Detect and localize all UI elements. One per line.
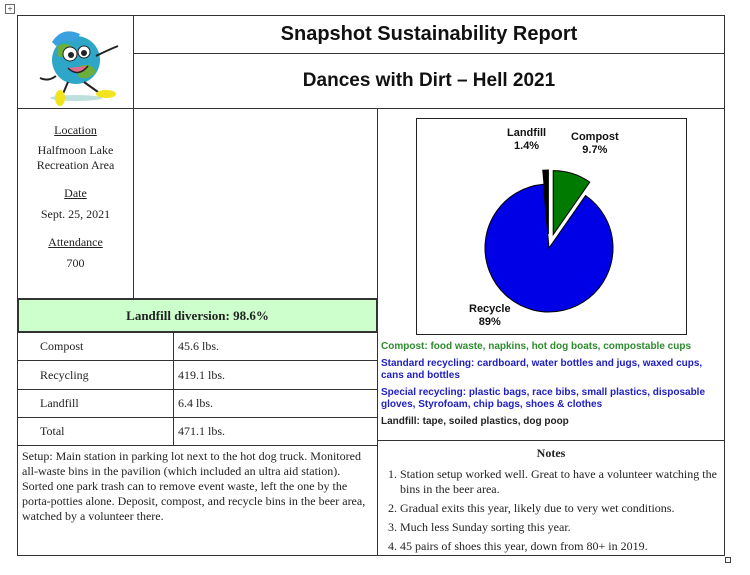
pie-svg	[484, 169, 614, 313]
notes-cell: Notes 1. Station setup worked well. Grea…	[377, 440, 725, 556]
weight-value: 45.6 lbs.	[173, 332, 378, 361]
event-title: Dances with Dirt – Hell 2021	[133, 53, 725, 109]
weight-stream: Compost	[17, 332, 174, 361]
weight-value: 6.4 lbs.	[173, 389, 378, 418]
date-label: Date	[64, 186, 87, 200]
table-resize-handle[interactable]	[725, 557, 731, 563]
pie-slice-landfill	[542, 169, 549, 235]
pie-slice-recycle	[484, 183, 614, 313]
legend: Compost: food waste, napkins, hot dog bo…	[381, 341, 724, 428]
note-item: 4. 45 pairs of shoes this year, down fro…	[388, 539, 648, 553]
report-title: Snapshot Sustainability Report	[133, 15, 725, 54]
dancing-earth-mascot-icon	[39, 31, 119, 106]
weight-value: 419.1 lbs.	[173, 360, 378, 390]
weight-stream: Landfill	[17, 389, 174, 418]
note-item: 3. Much less Sunday sorting this year.	[388, 520, 571, 534]
legend-landfill: Landfill: tape, soiled plastics, dog poo…	[381, 416, 569, 427]
legend-standard-recycling: Standard recycling: cardboard, water bot…	[381, 358, 703, 381]
blank-cell	[133, 108, 378, 299]
location-line2: Recreation Area	[36, 158, 115, 172]
label-landfill: Landfill 1.4%	[507, 127, 547, 152]
legend-compost: Compost: food waste, napkins, hot dog bo…	[381, 341, 692, 352]
pie-slice-compost	[552, 170, 591, 237]
landfill-diversion: Landfill diversion: 98.6%	[17, 298, 378, 333]
legend-special-recycling: Special recycling: plastic bags, race bi…	[381, 387, 706, 410]
note-item: 1. Station setup worked well. Great to h…	[388, 467, 717, 496]
location-line1: Halfmoon Lake	[37, 143, 114, 157]
label-compost: Compost 9.7%	[571, 131, 619, 156]
weight-value: 471.1 lbs.	[173, 417, 378, 446]
date-value: Sept. 25, 2021	[40, 207, 111, 221]
attendance-label: Attendance	[48, 235, 103, 249]
note-item: 2. Gradual exits this year, likely due t…	[388, 501, 675, 515]
pie-chart: Landfill 1.4% Compost 9.7% Recycle 89%	[416, 118, 687, 335]
event-info: Location Halfmoon Lake Recreation Area D…	[17, 108, 134, 299]
location-label: Location	[54, 123, 97, 137]
table-move-handle[interactable]: +	[5, 4, 15, 14]
weight-stream: Recycling	[17, 360, 174, 390]
label-recycle: Recycle 89%	[469, 303, 511, 328]
weight-stream: Total	[17, 417, 174, 446]
notes-title: Notes	[536, 446, 566, 460]
attendance-value: 700	[66, 256, 85, 270]
setup-text: Setup: Main station in parking lot next …	[17, 445, 378, 556]
logo-cell	[17, 15, 134, 109]
